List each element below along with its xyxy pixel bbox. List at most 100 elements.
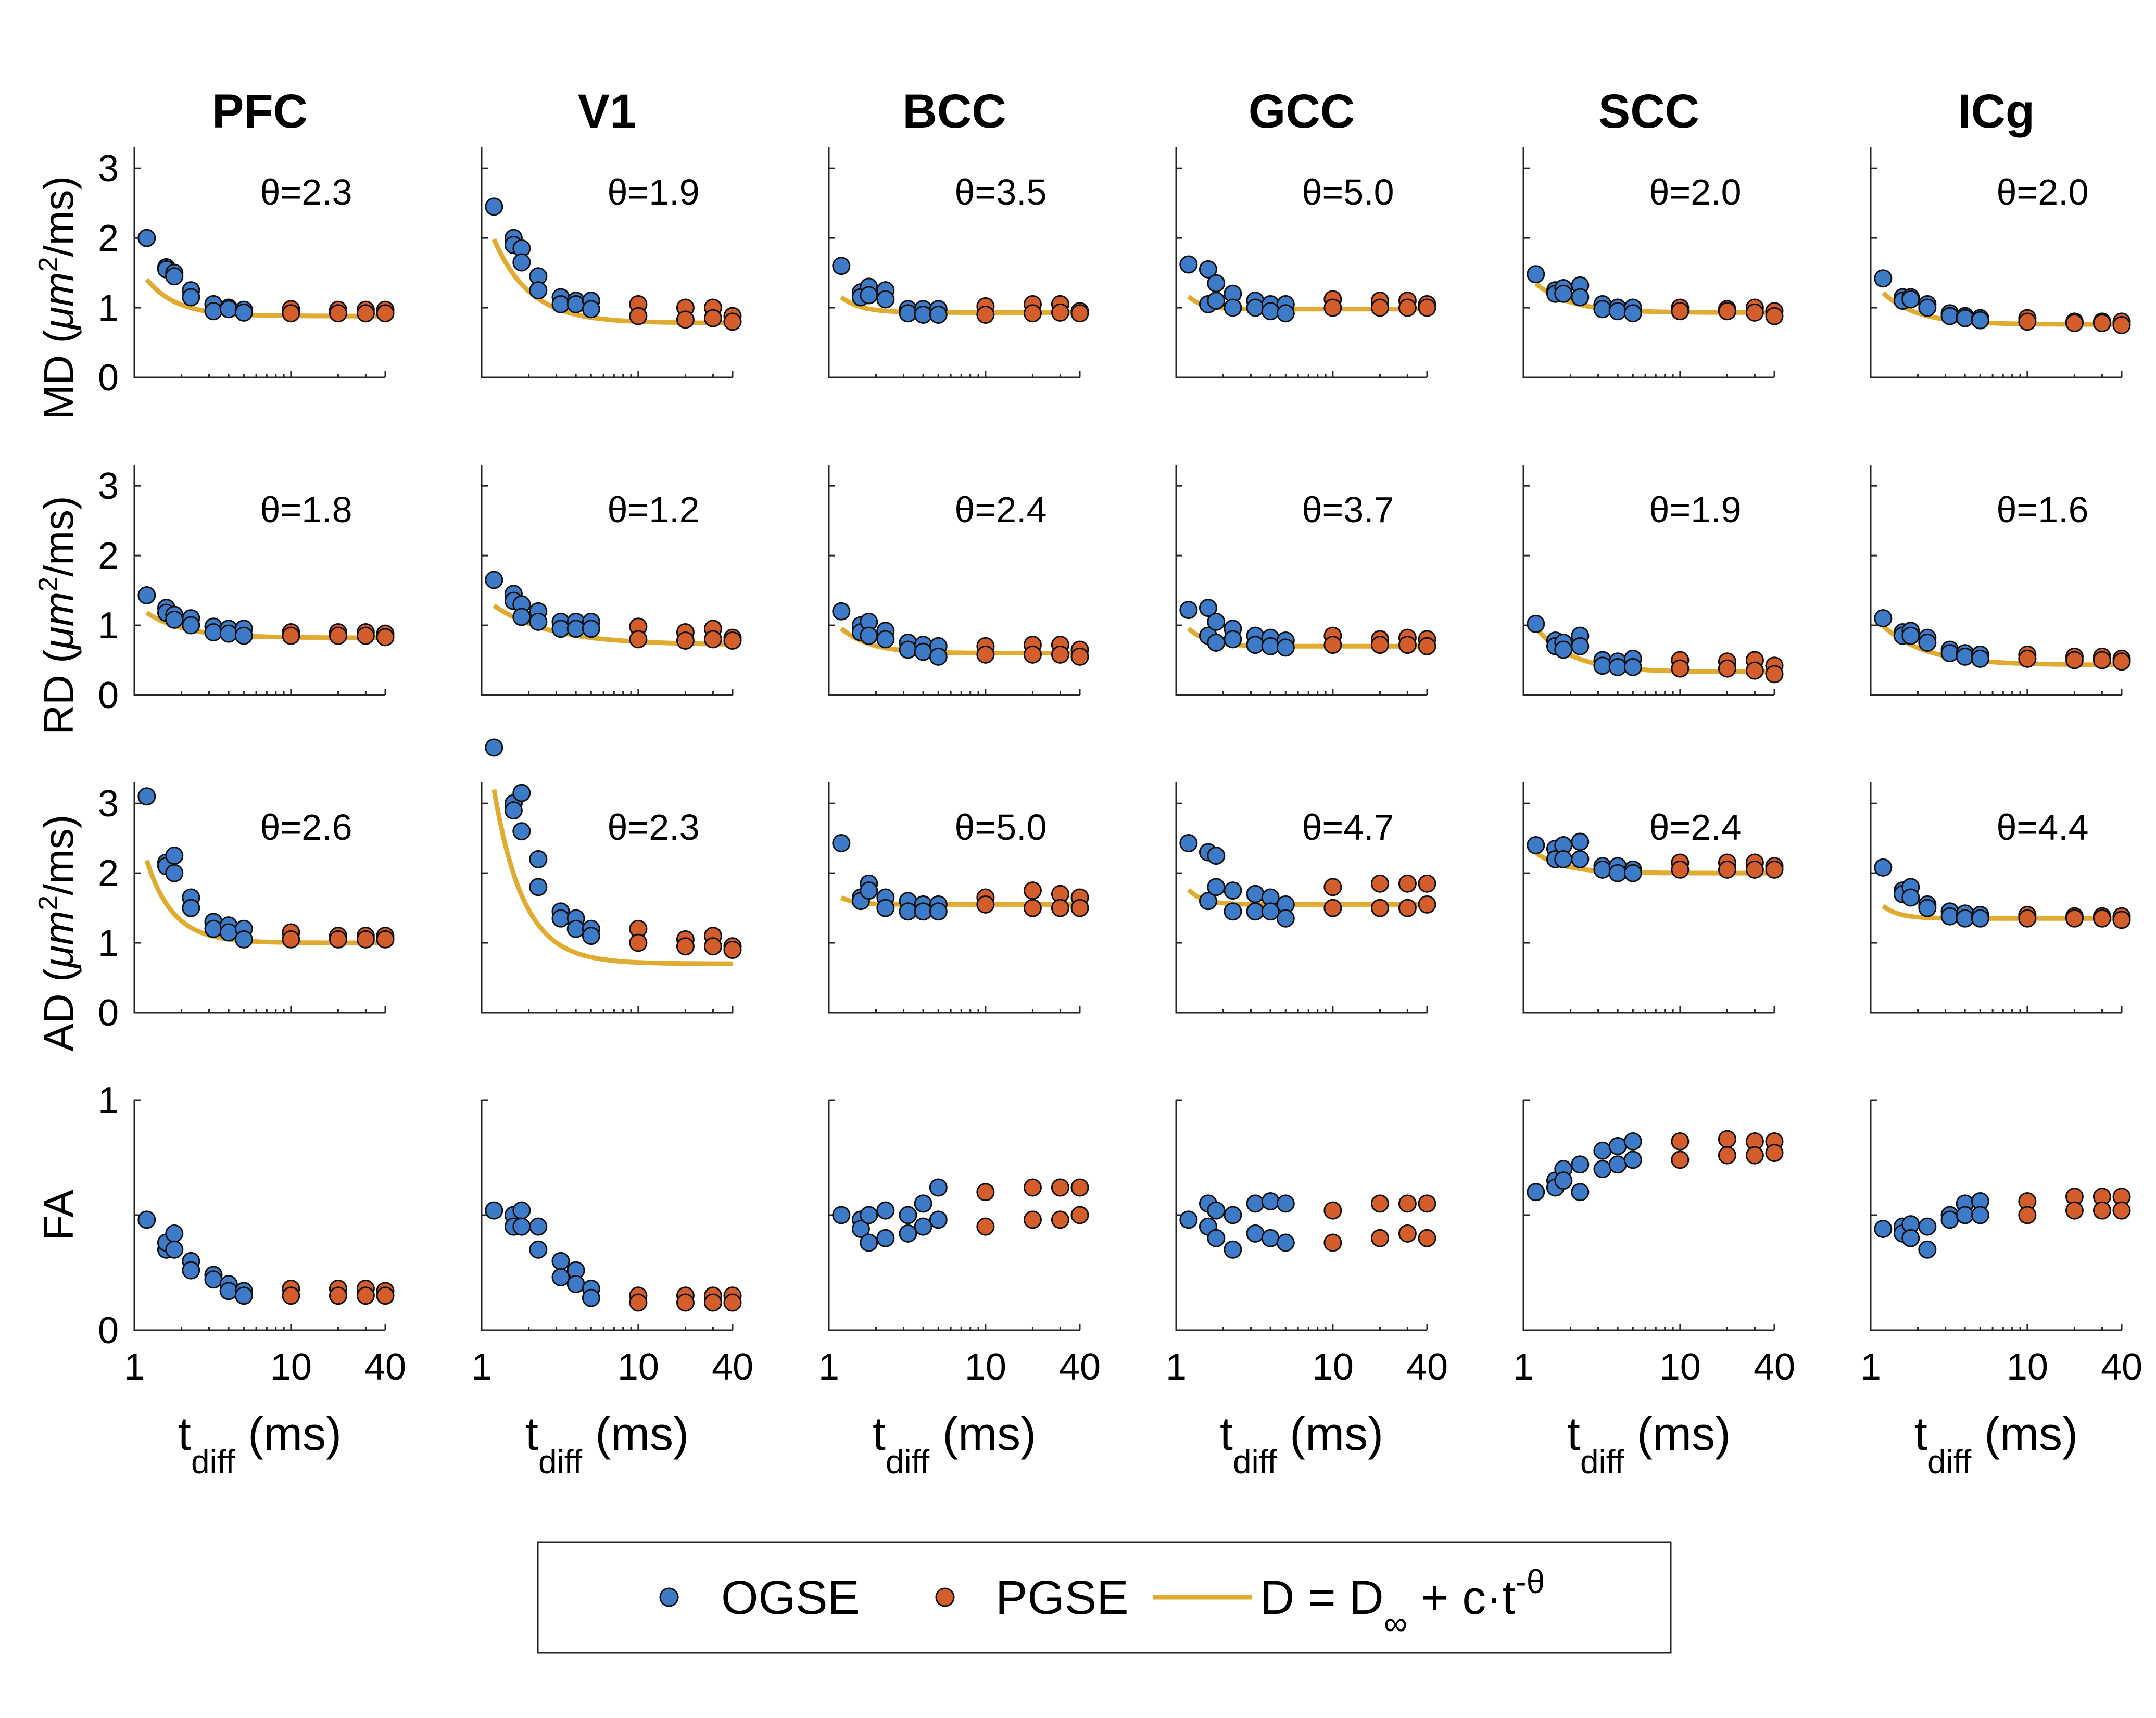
x-tick-label: 40: [1406, 1346, 1448, 1388]
ogse-point: [234, 626, 253, 645]
ogse-point: [860, 881, 878, 900]
x-axis-label: tdiff (ms): [178, 1408, 342, 1481]
pgse-point: [676, 1293, 695, 1312]
pgse-point: [2092, 1201, 2111, 1220]
ogse-point: [832, 602, 851, 621]
ogse-point: [1901, 290, 1920, 309]
legend-fit-label: D = D∞ + c·t-θ: [1260, 1563, 1545, 1642]
ogse-point: [929, 305, 948, 324]
ogse-point: [1527, 614, 1545, 633]
ogse-point: [1246, 885, 1265, 903]
ogse-point: [165, 267, 184, 286]
pgse-point: [1671, 1151, 1690, 1169]
ogse-point: [529, 281, 548, 300]
ogse-point: [1179, 1210, 1198, 1229]
theta-annotation: θ=2.6: [260, 807, 352, 848]
pgse-point: [629, 630, 648, 649]
pgse-point: [629, 1293, 648, 1312]
theta-annotation: θ=2.3: [607, 807, 699, 848]
ogse-point: [485, 1201, 503, 1220]
ogse-point: [485, 738, 503, 757]
x-tick-label: 10: [965, 1346, 1006, 1388]
x-tick-label: 40: [1059, 1346, 1101, 1388]
ogse-point: [1276, 909, 1295, 928]
ogse-point: [914, 642, 932, 661]
panel-ad-scc: θ=2.4: [1522, 782, 1784, 1014]
ogse-point: [137, 787, 156, 806]
ogse-point: [1593, 1160, 1612, 1179]
ogse-point: [485, 197, 503, 216]
pgse-point: [723, 631, 742, 650]
pgse-point: [1023, 881, 1042, 900]
ogse-point: [1199, 892, 1217, 911]
column-title-scc: SCC: [1598, 85, 1699, 138]
pgse-point: [1418, 1194, 1436, 1213]
pgse-point: [1370, 636, 1389, 654]
pgse-point: [2112, 316, 2131, 335]
pgse-point: [1323, 636, 1342, 654]
panel-md-scc: θ=2.0: [1522, 147, 1784, 378]
theta-annotation: θ=5.0: [1302, 172, 1394, 212]
panel-axes: [1522, 1100, 1774, 1331]
ogse-point: [860, 1233, 878, 1252]
ogse-point: [1901, 626, 1920, 645]
panel-fa-scc: [1522, 1099, 1784, 1331]
pgse-point: [356, 626, 375, 645]
ogse-point: [529, 1217, 548, 1236]
ogse-point: [182, 616, 200, 635]
ogse-point: [1224, 902, 1242, 921]
x-tick-label: 10: [1312, 1346, 1354, 1388]
ogse-point: [566, 1275, 585, 1294]
pgse-point: [629, 933, 648, 952]
pgse-point: [2018, 312, 2037, 331]
y-tick-label: 3: [98, 783, 119, 825]
y-tick-label: 0: [98, 1310, 119, 1351]
ogse-point: [165, 1224, 184, 1243]
panel-md-v1: θ=1.9: [481, 147, 742, 378]
pgse-point: [2065, 909, 2084, 928]
ogse-point: [165, 1240, 184, 1259]
ogse-point: [1918, 298, 1937, 317]
ogse-point: [1593, 860, 1612, 879]
ogse-point: [165, 864, 184, 882]
theta-annotation: θ=1.2: [607, 489, 699, 530]
panel-fa-icg: [1870, 1099, 2131, 1331]
pgse-point: [1070, 1178, 1089, 1197]
theta-annotation: θ=5.0: [954, 807, 1047, 848]
panel-md-icg: θ=2.0: [1870, 147, 2131, 378]
pgse-point: [1023, 1210, 1042, 1229]
panel-md-pfc: 0 1 2 3 θ=2.3: [98, 147, 395, 399]
pgse-point: [1070, 1206, 1089, 1224]
ogse-point: [1593, 1141, 1612, 1160]
pgse-point: [1745, 303, 1764, 322]
pgse-point: [1323, 298, 1342, 317]
theta-annotation: θ=2.4: [954, 489, 1047, 530]
ogse-point: [1593, 300, 1612, 319]
ogse-point: [860, 286, 878, 305]
ogse-point: [860, 626, 878, 645]
ogse-point: [1179, 255, 1198, 274]
pgse-point: [1070, 304, 1089, 323]
ogse-point: [1971, 1206, 1989, 1224]
x-tick-label: 1: [1860, 1346, 1881, 1388]
ogse-point: [832, 834, 851, 853]
ogse-point: [582, 927, 600, 945]
ogse-point: [182, 1261, 200, 1280]
ogse-point: [1901, 888, 1920, 907]
panel-rd-v1: θ=1.2: [481, 465, 742, 696]
ogse-point: [1608, 302, 1627, 321]
pgse-point: [676, 310, 695, 329]
pgse-point: [976, 895, 995, 914]
pgse-point: [1418, 1229, 1436, 1247]
pgse-point: [723, 940, 742, 959]
fit-curve: [491, 789, 733, 966]
pgse-point: [1418, 895, 1436, 914]
pgse-point: [2018, 649, 2037, 668]
panel-md-bcc: θ=3.5: [828, 147, 1089, 378]
ogse-point: [512, 784, 531, 802]
pgse-point: [1051, 645, 1069, 664]
pgse-point: [1718, 1146, 1736, 1165]
pgse-point: [1370, 1194, 1389, 1213]
legend-box: [537, 1541, 1672, 1654]
